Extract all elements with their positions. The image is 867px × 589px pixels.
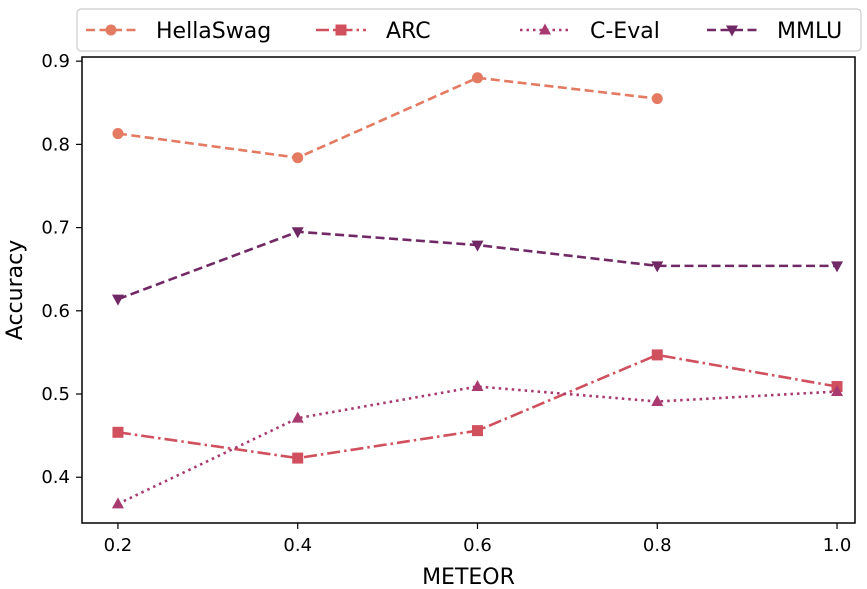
legend-item-hellaswag: HellaSwag — [86, 19, 271, 44]
legend: HellaSwag ARC C-Eval MMLU — [76, 8, 862, 52]
arc-point — [471, 425, 483, 437]
plot-area — [81, 56, 856, 524]
c-eval-point — [291, 411, 304, 423]
legend-label: C-Eval — [590, 19, 660, 44]
series-c-eval — [111, 380, 844, 509]
hellaswag-point — [292, 152, 304, 164]
plot-frame — [81, 56, 856, 524]
legend-label: HellaSwag — [156, 19, 271, 44]
x-axis-label: METEOR — [422, 565, 515, 589]
x-axis: 0.2 0.4 0.6 0.8 1.0 — [104, 523, 852, 556]
y-axis: 0.4 0.5 0.6 0.7 0.8 0.9 — [41, 51, 82, 488]
legend-swatch-marker — [726, 25, 738, 37]
c-eval-point — [471, 380, 484, 392]
hellaswag-line — [117, 76, 658, 160]
y-tick-label: 0.9 — [41, 51, 70, 72]
series-mmlu — [111, 227, 844, 306]
legend-label: ARC — [386, 19, 431, 44]
legend-swatch-marker — [539, 23, 551, 35]
legend-label: MMLU — [777, 19, 842, 44]
c-eval-line — [117, 385, 838, 506]
hellaswag-point — [112, 128, 124, 140]
arc-point — [651, 349, 663, 361]
legend-swatch-marker — [335, 24, 347, 36]
legend-swatch-marker — [105, 24, 117, 36]
legend-frame — [76, 8, 862, 52]
c-eval-point — [831, 385, 844, 397]
arc-line — [117, 353, 838, 460]
arc-point — [112, 426, 124, 438]
y-tick-label: 0.8 — [41, 134, 70, 155]
y-tick-label: 0.7 — [41, 218, 70, 239]
x-tick-label: 0.6 — [463, 535, 492, 556]
y-tick-label: 0.6 — [41, 301, 70, 322]
x-tick-label: 1.0 — [823, 535, 852, 556]
mmlu-point — [831, 261, 844, 273]
c-eval-point — [111, 497, 124, 509]
c-eval-point — [651, 395, 664, 407]
y-tick-label: 0.4 — [41, 467, 70, 488]
x-tick-label: 0.2 — [104, 535, 133, 556]
legend-item-arc: ARC — [316, 19, 431, 44]
x-tick-label: 0.8 — [643, 535, 672, 556]
x-tick-label: 0.4 — [283, 535, 312, 556]
series-layer — [111, 72, 844, 509]
series-hellaswag — [112, 72, 663, 164]
legend-item-c-eval: C-Eval — [520, 19, 660, 44]
hellaswag-point — [651, 93, 663, 105]
series-arc — [112, 349, 843, 464]
mmlu-point — [111, 294, 124, 306]
y-axis-label: Accuracy — [3, 240, 28, 340]
arc-point — [292, 452, 304, 464]
mmlu-point — [471, 240, 484, 252]
mmlu-point — [291, 227, 304, 239]
mmlu-point — [651, 261, 664, 273]
y-tick-label: 0.5 — [41, 384, 70, 405]
hellaswag-point — [471, 72, 483, 84]
legend-item-mmlu: MMLU — [707, 19, 842, 44]
